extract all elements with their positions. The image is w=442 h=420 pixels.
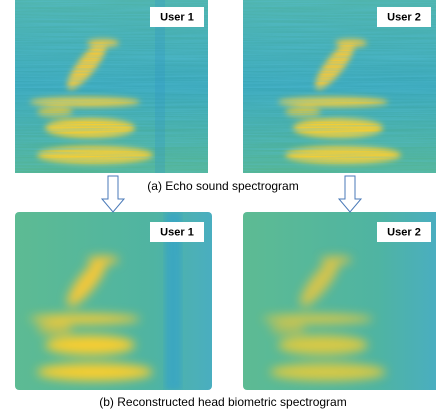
arrow [102,176,124,212]
caption: (a) Echo sound spectrogram [147,179,298,193]
panel-label: User 2 [387,226,421,238]
panel-label: User 1 [160,226,194,238]
panel-label: User 1 [160,11,194,23]
figure: User 1 User 2 User 1 User 2 (a) Echo sou… [0,0,442,415]
panel-label: User 2 [387,11,421,23]
page: User 1 User 2 User 1 User 2 (a) Echo sou… [0,0,442,415]
caption: (b) Reconstructed head biometric spectro… [99,395,346,409]
arrow [339,176,361,212]
